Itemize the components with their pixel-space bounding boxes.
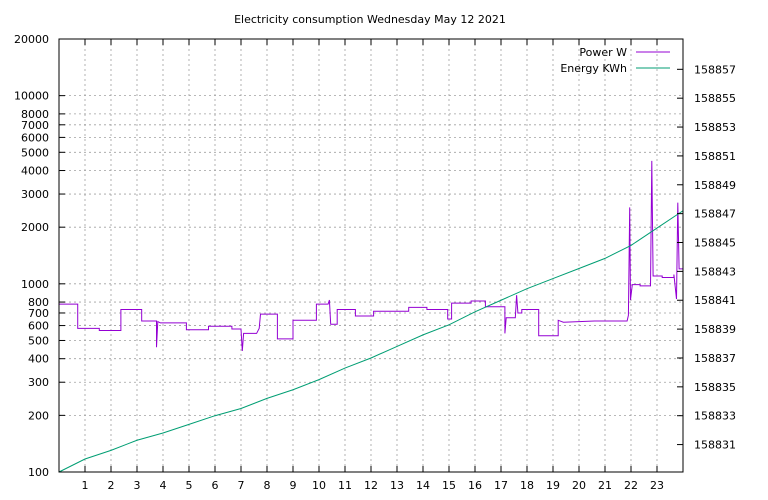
y-left-tick-label: 6000 [21,131,49,144]
y-left-tick-label: 20000 [14,33,49,46]
chart-title: Electricity consumption Wednesday May 12… [234,13,506,26]
y-left-tick-label: 500 [28,334,49,347]
y-right-tick-label: 158833 [694,410,736,423]
x-tick-label: 10 [312,479,326,492]
y-right-tick-label: 158857 [694,63,736,76]
y-left-tick-label: 3000 [21,188,49,201]
x-tick-label: 21 [598,479,612,492]
x-tick-label: 3 [134,479,141,492]
x-tick-label: 9 [290,479,297,492]
y-left-tick-label: 300 [28,376,49,389]
x-tick-label: 1 [82,479,89,492]
y-left-tick-label: 700 [28,307,49,320]
y-left-tick-label: 600 [28,320,49,333]
y-left-tick-label: 4000 [21,165,49,178]
x-tick-label: 7 [238,479,245,492]
series-line-power [59,160,683,351]
y-right-tick-label: 158841 [694,294,736,307]
y-right-tick-label: 158831 [694,439,736,452]
y-right-tick-label: 158837 [694,352,736,365]
x-tick-label: 11 [338,479,352,492]
y-right-tick-label: 158835 [694,381,736,394]
x-tick-label: 22 [624,479,638,492]
y-right-tick-label: 158839 [694,323,736,336]
x-tick-label: 8 [264,479,271,492]
x-tick-label: 13 [390,479,404,492]
y-left-tick-label: 100 [28,466,49,479]
y-left-tick-label: 800 [28,296,49,309]
x-tick-label: 20 [572,479,586,492]
x-tick-label: 15 [442,479,456,492]
x-tick-label: 17 [494,479,508,492]
x-tick-label: 5 [186,479,193,492]
x-tick-label: 19 [546,479,560,492]
y-right-tick-label: 158843 [694,265,736,278]
y-left-tick-label: 2000 [21,221,49,234]
y-left-tick-label: 10000 [14,90,49,103]
x-tick-label: 12 [364,479,378,492]
y-left-tick-label: 8000 [21,108,49,121]
y-left-tick-label: 200 [28,409,49,422]
x-tick-label: 4 [160,479,167,492]
y-right-tick-label: 158851 [694,150,736,163]
x-tick-label: 23 [650,479,664,492]
y-right-tick-label: 158855 [694,92,736,105]
x-tick-label: 14 [416,479,430,492]
y-left-tick-label: 400 [28,353,49,366]
x-tick-label: 18 [520,479,534,492]
y-right-tick-label: 158849 [694,179,736,192]
ticks-layer: 1 2 3 4 5 6 7 8 9 10 11 12 13 14 15 16 17 18 19 20 21 22 23100… [14,33,736,492]
legend-label-power: Power W [579,46,627,59]
series-line-energy [58,210,684,473]
grid-layer [59,38,683,473]
y-left-tick-label: 5000 [21,146,49,159]
series-layer [58,160,684,473]
y-right-tick-label: 158853 [694,121,736,134]
y-right-tick-label: 158847 [694,208,736,221]
x-tick-label: 2 [108,479,115,492]
y-right-tick-label: 158845 [694,237,736,250]
y-left-tick-label: 1000 [21,278,49,291]
y-left-tick-label: 7000 [21,119,49,132]
x-tick-label: 6 [212,479,219,492]
x-tick-label: 16 [468,479,482,492]
legend: Power W Energy KWh [560,46,670,75]
legend-label-energy: Energy KWh [560,62,627,75]
